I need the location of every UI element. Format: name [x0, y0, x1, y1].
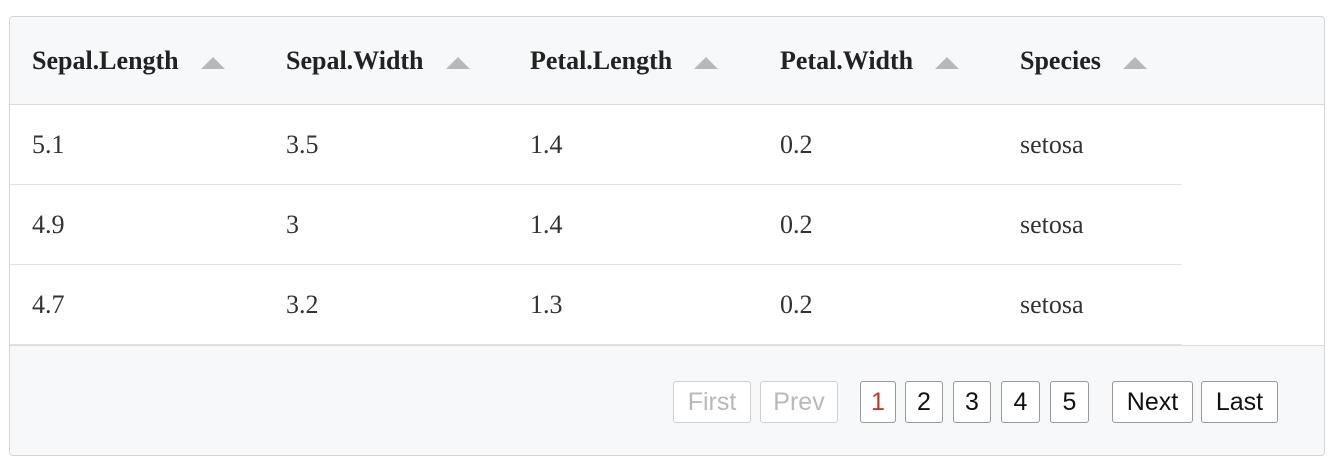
next-page-button[interactable]: Next — [1112, 381, 1193, 423]
cell-sepal-length: 4.9 — [32, 209, 65, 239]
data-table-widget: Sepal.Length Sepal.Width Petal.Length Pe… — [9, 16, 1325, 456]
sort-ascending-icon[interactable] — [1122, 56, 1147, 69]
column-header-label: Species — [1020, 45, 1101, 75]
column-header-label: Sepal.Length — [32, 45, 179, 75]
cell-petal-width: 0.2 — [780, 209, 813, 239]
prev-page-button[interactable]: Prev — [760, 381, 838, 423]
cell-sepal-width: 3.2 — [286, 289, 319, 319]
column-header-sepal-width[interactable]: Sepal.Width — [286, 17, 470, 104]
column-header-label: Petal.Length — [530, 45, 673, 75]
cell-petal-length: 1.4 — [530, 129, 563, 159]
cell-sepal-width: 3.5 — [286, 129, 319, 159]
cell-species: setosa — [1020, 129, 1084, 159]
cell-petal-width: 0.2 — [780, 289, 813, 319]
cell-sepal-length: 4.7 — [32, 289, 65, 319]
page-button-5[interactable]: 5 — [1050, 381, 1089, 423]
cell-petal-length: 1.3 — [530, 289, 563, 319]
last-page-button[interactable]: Last — [1201, 381, 1278, 423]
column-header-petal-length[interactable]: Petal.Length — [530, 17, 719, 104]
cell-species: setosa — [1020, 289, 1084, 319]
page-button-1[interactable]: 1 — [860, 381, 896, 423]
pagination-bar: First Prev 1 2 3 4 5 Next Last — [10, 345, 1324, 455]
column-header-species[interactable]: Species — [1020, 17, 1147, 104]
table-row: 4.7 3.2 1.3 0.2 setosa — [10, 265, 1182, 345]
column-header-label: Sepal.Width — [286, 45, 424, 75]
table-row: 4.9 3 1.4 0.2 setosa — [10, 185, 1182, 265]
column-header-label: Petal.Width — [780, 45, 914, 75]
cell-sepal-length: 5.1 — [32, 129, 65, 159]
page-button-2[interactable]: 2 — [905, 381, 943, 423]
table-row: 5.1 3.5 1.4 0.2 setosa — [10, 105, 1182, 185]
column-header-sepal-length[interactable]: Sepal.Length — [32, 17, 225, 104]
cell-sepal-width: 3 — [286, 209, 299, 239]
first-page-button[interactable]: First — [673, 381, 751, 423]
sort-ascending-icon[interactable] — [935, 56, 960, 69]
sort-ascending-icon[interactable] — [200, 56, 225, 69]
table-header: Sepal.Length Sepal.Width Petal.Length Pe… — [10, 17, 1324, 105]
page-button-4[interactable]: 4 — [1001, 381, 1040, 423]
sort-ascending-icon[interactable] — [445, 56, 470, 69]
column-header-petal-width[interactable]: Petal.Width — [780, 17, 960, 104]
page-button-3[interactable]: 3 — [953, 381, 991, 423]
sort-ascending-icon[interactable] — [694, 56, 719, 69]
cell-species: setosa — [1020, 209, 1084, 239]
cell-petal-length: 1.4 — [530, 209, 563, 239]
cell-petal-width: 0.2 — [780, 129, 813, 159]
